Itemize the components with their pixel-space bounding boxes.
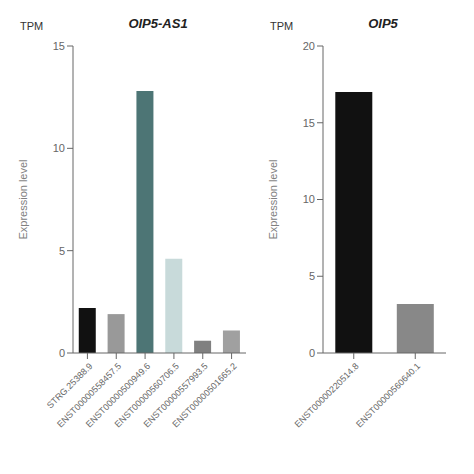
html-text:TPM: TPM — [20, 20, 44, 32]
svg-text:0: 0 — [309, 347, 315, 359]
svg-text:ENST00000220514.8: ENST00000220514.8 — [293, 361, 361, 429]
svg-text:5: 5 — [59, 245, 65, 257]
svg-text:ENST00000557993.5: ENST00000557993.5 — [141, 361, 210, 430]
svg-text:ENST00000500949.6: ENST00000500949.6 — [83, 361, 153, 430]
svg-text:20: 20 — [303, 40, 315, 52]
svg-text:STRG.25388.9: STRG.25388.9 — [45, 361, 95, 411]
html-text:TPM: TPM — [270, 20, 294, 32]
svg-text:0: 0 — [59, 347, 65, 359]
svg-text:ENST00000558457.5: ENST00000558457.5 — [55, 361, 124, 430]
svg-text:15: 15 — [53, 40, 65, 52]
svg-text:15: 15 — [303, 117, 315, 129]
svg-text:10: 10 — [53, 142, 65, 154]
svg-text:Expression level: Expression level — [267, 159, 279, 239]
svg-text:ENST00000560706.5: ENST00000560706.5 — [112, 361, 181, 430]
html-text:OIP5-AS1: OIP5-AS1 — [128, 16, 188, 31]
svg-text:Expression level: Expression level — [17, 159, 29, 239]
svg-text:ENST00000560640.1: ENST00000560640.1 — [354, 361, 422, 429]
svg-text:ENST00000501665.2: ENST00000501665.2 — [170, 361, 238, 429]
svg-text:5: 5 — [309, 270, 315, 282]
svg-text:10: 10 — [303, 193, 315, 205]
html-text:OIP5: OIP5 — [368, 16, 398, 31]
